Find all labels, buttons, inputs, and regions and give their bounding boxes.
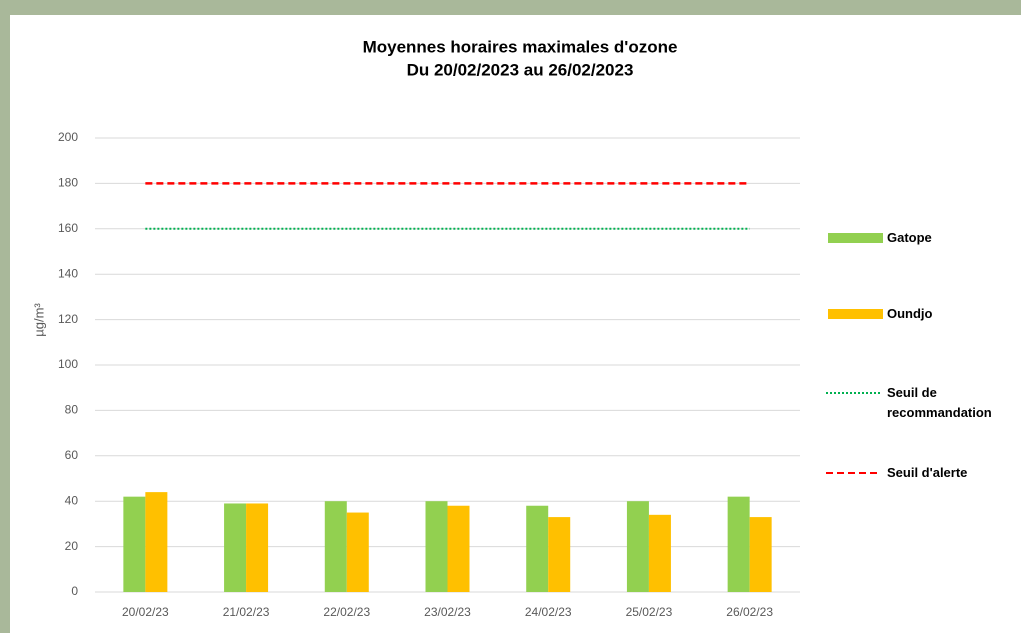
bar [648, 514, 671, 592]
legend-label: Seuil d'alerte [887, 465, 968, 480]
legend-swatch [828, 233, 883, 243]
y-tick-label: 20 [65, 539, 79, 553]
bar [749, 517, 772, 592]
bar [526, 505, 549, 592]
y-tick-label: 140 [58, 266, 78, 280]
legend-label: Gatope [887, 230, 932, 245]
bar [123, 496, 146, 592]
panel [10, 15, 1021, 633]
bar [246, 503, 269, 592]
legend-swatch [828, 309, 883, 319]
bar [447, 505, 470, 592]
y-tick-label: 120 [58, 312, 78, 326]
bar [425, 501, 448, 592]
bar [626, 501, 649, 592]
legend-label: Seuil de recommandation [887, 385, 992, 420]
bar [346, 512, 369, 592]
bar [324, 501, 347, 592]
y-tick-label: 160 [58, 221, 78, 235]
y-tick-label: 40 [65, 493, 79, 507]
bar [548, 517, 571, 592]
y-tick-label: 100 [58, 357, 78, 371]
y-tick-label: 0 [71, 584, 78, 598]
chart-title: Moyennes horaires maximales d'ozone [363, 37, 678, 56]
x-tick-label: 22/02/23 [323, 605, 370, 619]
x-tick-label: 24/02/23 [525, 605, 572, 619]
y-axis-label: µg/m³ [31, 303, 46, 337]
x-tick-label: 21/02/23 [223, 605, 270, 619]
x-tick-label: 20/02/23 [122, 605, 169, 619]
y-tick-label: 60 [65, 448, 79, 462]
x-tick-label: 26/02/23 [726, 605, 773, 619]
bar [727, 496, 750, 592]
chart-subtitle: Du 20/02/2023 au 26/02/2023 [407, 60, 634, 79]
bar [224, 503, 247, 592]
y-tick-label: 80 [65, 403, 79, 417]
y-tick-label: 200 [58, 130, 78, 144]
y-tick-label: 180 [58, 176, 78, 190]
bar [145, 492, 168, 592]
legend-label: Oundjo [887, 306, 933, 321]
x-tick-label: 23/02/23 [424, 605, 471, 619]
x-tick-label: 25/02/23 [626, 605, 673, 619]
